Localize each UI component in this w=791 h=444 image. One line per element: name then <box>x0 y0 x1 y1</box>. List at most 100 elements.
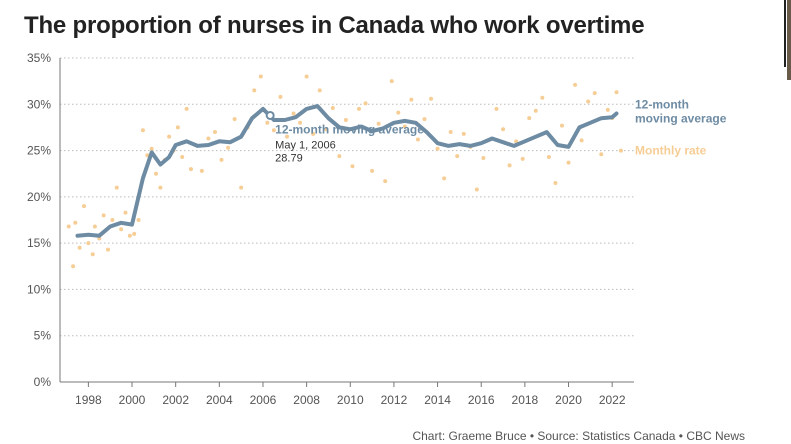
x-tick-label: 2016 <box>468 393 495 407</box>
monthly-rate-point <box>474 187 479 192</box>
monthly-rate-point <box>110 218 115 222</box>
monthly-rate-point <box>252 88 257 93</box>
monthly-rate-point <box>429 96 434 101</box>
monthly-rate-point <box>507 163 512 168</box>
monthly-rate-point <box>265 120 270 125</box>
monthly-rate-point <box>239 185 244 190</box>
monthly-rate-point <box>605 107 610 112</box>
monthly-rate-point <box>278 94 283 99</box>
monthly-rate-series-label: Monthly rate <box>635 143 707 157</box>
annotation-date: May 1, 2006 <box>275 139 336 151</box>
annotation-marker <box>265 110 275 120</box>
monthly-rate-point <box>219 157 224 162</box>
x-tick-label: 2006 <box>250 393 277 407</box>
monthly-rate-point <box>435 146 440 151</box>
monthly-rate-point <box>442 176 447 181</box>
monthly-rate-point <box>357 106 362 111</box>
y-tick-label: 20% <box>27 190 51 204</box>
y-tick-label: 5% <box>34 329 52 343</box>
monthly-rate-point <box>599 152 604 157</box>
monthly-rate-point <box>119 227 124 232</box>
monthly-rate-point <box>226 145 231 150</box>
window-edge <box>781 0 791 444</box>
monthly-rate-point <box>123 210 128 215</box>
monthly-rate-point <box>291 111 296 116</box>
monthly-rate-point <box>363 101 368 106</box>
gridlines <box>59 57 634 383</box>
monthly-rate-point <box>350 164 355 169</box>
moving-average-layer <box>75 104 619 238</box>
monthly-rate-point <box>92 224 97 229</box>
monthly-rate-point <box>167 134 172 139</box>
scrollbar-thumb[interactable] <box>787 0 791 80</box>
scrollbar-track[interactable] <box>784 0 786 67</box>
annotation-value: 28.79 <box>275 152 303 164</box>
monthly-rate-point <box>188 167 193 172</box>
monthly-rate-point <box>527 116 532 121</box>
monthly-rate-point <box>494 106 499 111</box>
monthly-rate-point <box>383 179 388 184</box>
monthly-rate-point <box>127 233 132 238</box>
monthly-rate-point <box>271 128 276 133</box>
monthly-rate-point <box>284 134 289 139</box>
monthly-rate-point <box>199 168 204 173</box>
x-tick-label: 2022 <box>599 393 626 407</box>
monthly-rate-point <box>184 106 189 111</box>
monthly-rate-point <box>86 241 91 246</box>
monthly-rate-point <box>149 146 154 151</box>
monthly-rate-point <box>212 130 217 135</box>
monthly-rate-point <box>579 138 584 143</box>
x-tick-label: 2012 <box>381 393 408 407</box>
monthly-rate-point <box>389 79 394 84</box>
monthly-rate-point <box>501 127 506 132</box>
monthly-rate-point <box>396 110 401 115</box>
monthly-rate-point <box>304 74 309 79</box>
monthly-rate-point <box>514 139 519 144</box>
monthly-rate-point <box>82 204 87 209</box>
monthly-rate-point <box>343 118 348 123</box>
monthly-rate-point <box>566 160 571 165</box>
chart-credit: Chart: Graeme Bruce • Source: Statistics… <box>412 429 745 443</box>
x-axis-ticks: 1998 2000 2002 2004 2006 2008 2010 2012 2014 2016… <box>75 382 626 407</box>
monthly-rate-point <box>311 131 316 136</box>
monthly-rate-point <box>330 105 335 110</box>
monthly-rate-point <box>415 137 420 142</box>
x-tick-label: 2008 <box>293 393 320 407</box>
x-tick-label: 2002 <box>162 393 189 407</box>
moving-average-line <box>75 104 619 238</box>
monthly-rate-point <box>101 213 106 218</box>
monthly-rate-point <box>455 154 460 159</box>
y-axis-ticks: 0% 5% 10% 15% 20% 25% 30% 35% <box>27 51 51 389</box>
monthly-rate-point <box>73 220 78 225</box>
monthly-rate-point <box>232 117 237 122</box>
monthly-rate-point <box>533 108 538 113</box>
monthly-rate-point <box>140 128 145 133</box>
monthly-rate-point <box>317 88 322 93</box>
monthly-rate-point <box>175 125 180 130</box>
monthly-rate-point <box>592 91 597 96</box>
y-tick-label: 10% <box>27 282 51 296</box>
moving-average-series-label: moving average <box>635 112 727 126</box>
x-tick-label: 1998 <box>75 393 102 407</box>
monthly-rate-point <box>614 90 619 95</box>
monthly-rate-point <box>114 185 119 190</box>
monthly-rate-point <box>546 155 551 160</box>
monthly-rate-point <box>337 154 342 159</box>
y-tick-label: 30% <box>27 97 51 111</box>
x-tick-label: 2010 <box>337 393 364 407</box>
monthly-rate-point <box>136 218 141 222</box>
monthly-rate-point <box>154 171 159 176</box>
monthly-rate-point <box>402 124 407 129</box>
monthly-rate-point <box>481 155 486 160</box>
monthly-rate-point <box>206 136 211 141</box>
monthly-rate-point <box>132 231 137 236</box>
monthly-rate-point <box>422 117 427 122</box>
chart-title: The proportion of nurses in Canada who w… <box>24 12 645 39</box>
monthly-rate-point <box>461 131 466 136</box>
monthly-rate-point <box>71 264 76 269</box>
monthly-rate-point <box>409 97 414 102</box>
monthly-rate-point <box>90 252 95 257</box>
